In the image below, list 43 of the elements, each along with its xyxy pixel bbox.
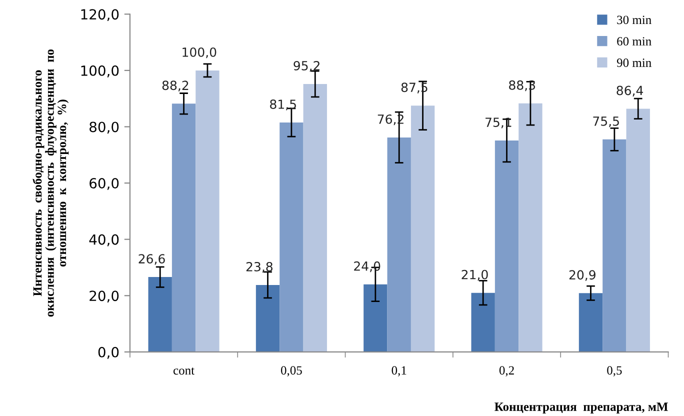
bar xyxy=(256,284,280,352)
bar xyxy=(364,284,388,352)
bar xyxy=(172,104,196,352)
data-label: 24,0 xyxy=(354,261,380,272)
x-tick-label: 0,05 xyxy=(280,366,302,376)
legend-label: 60 min xyxy=(617,37,652,46)
y-tick-label: 60,0 xyxy=(90,178,119,190)
y-tick-label: 120,0 xyxy=(81,9,119,22)
data-label: 23,8 xyxy=(246,262,272,273)
bar xyxy=(494,140,519,352)
bar xyxy=(148,277,172,352)
x-tick-label: 0,1 xyxy=(392,366,406,376)
bar xyxy=(196,70,220,352)
data-label: 95,2 xyxy=(294,60,320,72)
bar xyxy=(578,293,603,352)
bar xyxy=(303,84,327,352)
data-label: 100,0 xyxy=(182,47,216,58)
legend-label: 30 min xyxy=(617,16,652,24)
legend-label: 90 min xyxy=(616,58,652,67)
bar xyxy=(387,137,411,352)
x-tick-label: 0,5 xyxy=(607,366,622,376)
bar xyxy=(518,103,542,352)
bar xyxy=(626,108,650,352)
data-label: 26,6 xyxy=(138,254,165,265)
data-label: 88,2 xyxy=(162,80,188,92)
y-tick-label: 20,0 xyxy=(90,290,119,303)
y-tick-label: 100,0 xyxy=(81,65,119,78)
x-tick-label: 0,2 xyxy=(499,366,514,376)
bar xyxy=(280,122,304,352)
bar xyxy=(410,106,435,352)
y-tick-label: 80,0 xyxy=(90,122,119,134)
x-tick-label: cont xyxy=(174,367,194,375)
x-axis-title: Концентрация препарата, мМ xyxy=(494,402,668,414)
bar xyxy=(471,292,495,352)
data-label: 81,5 xyxy=(270,100,296,110)
data-label: 86,4 xyxy=(616,86,644,96)
bar xyxy=(602,139,626,352)
y-tick-label: 0,0 xyxy=(98,346,119,359)
y-axis-title: Интенсивность свободно-радикального окисления (интенсивность флуоресценции по отношению к контролю, %) xyxy=(32,49,69,317)
data-label: 75,5 xyxy=(593,116,619,128)
data-label: 21,0 xyxy=(462,270,488,281)
y-tick-label: 40,0 xyxy=(89,234,119,246)
data-label: 20,9 xyxy=(569,270,596,281)
